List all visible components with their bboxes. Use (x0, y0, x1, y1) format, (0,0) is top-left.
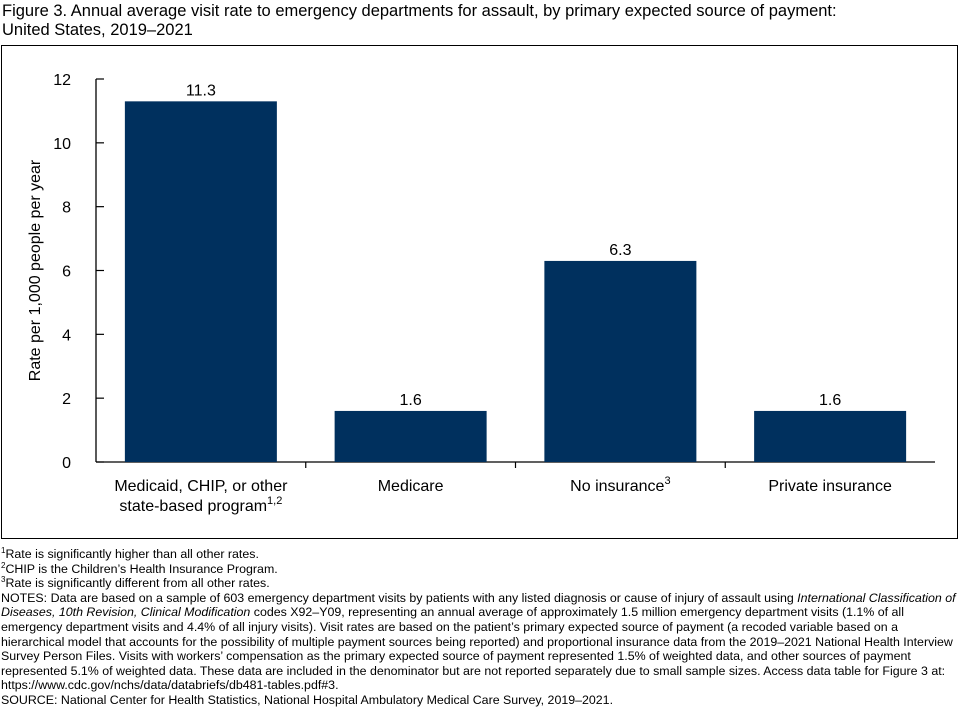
footnote-text: Rate is significantly different from all… (5, 576, 270, 591)
footnote-1: 1Rate is significantly higher than all o… (1, 545, 956, 562)
y-tick-label: 6 (62, 264, 71, 281)
bar (334, 410, 487, 462)
data-label: 11.3 (186, 82, 216, 99)
notes: NOTES: Data are based on a sample of 603… (1, 591, 956, 693)
y-tick-label: 2 (62, 391, 71, 408)
x-tick-label: state-based program1,2 (119, 495, 282, 515)
footnote-2: 2CHIP is the Children’s Health Insurance… (1, 560, 956, 577)
footnote-text: Rate is significantly higher than all ot… (5, 547, 259, 561)
footnotes: 1Rate is significantly higher than all o… (1, 545, 956, 708)
source: SOURCE: National Center for Health Stati… (1, 692, 614, 707)
y-axis-title: Rate per 1,000 people per year (27, 159, 44, 381)
y-tick-label: 12 (53, 72, 71, 89)
x-tick-label: Private insurance (768, 478, 892, 495)
bar (544, 260, 697, 462)
y-tick-label: 8 (62, 200, 71, 217)
data-label: 1.6 (819, 392, 841, 409)
bar-chart: Rate per 1,000 people per year 0 2 4 6 8 10 12… (27, 72, 935, 515)
y-axis-title-group: Rate per 1,000 people per year (27, 159, 44, 381)
y-tick-label: 0 (62, 455, 71, 472)
footnote-3: 3Rate is significantly different from al… (1, 576, 956, 591)
notes-text-part-2: codes X92–Y09, representing an annual av… (1, 605, 953, 693)
footnote-mark: 1 (1, 545, 6, 555)
figure-title-line-2: United States, 2019–2021 (2, 21, 193, 39)
data-label: 6.3 (609, 242, 631, 259)
x-tick-label: Medicare (378, 478, 444, 495)
data-label: 1.6 (400, 392, 422, 409)
footnote-mark: 3 (1, 575, 6, 585)
chart-frame: Rate per 1,000 people per year 0 2 4 6 8 10 12… (1, 45, 958, 539)
notes-classification-title: International Classification of Diseases… (1, 590, 956, 620)
figure-title-line-1: Figure 3. Annual average visit rate to e… (2, 2, 837, 20)
y-tick-label: 10 (53, 136, 71, 153)
x-tick-label: Medicaid, CHIP, or other (114, 478, 288, 495)
bars (124, 101, 907, 462)
bar (754, 410, 907, 462)
bar (124, 101, 277, 462)
y-tick-label: 4 (62, 327, 71, 344)
figure-title: Figure 3. Annual average visit rate to e… (2, 2, 952, 40)
footnote-text: CHIP is the Children’s Health Insurance … (5, 561, 278, 576)
data-labels: 11.3 1.6 6.3 1.6 (186, 82, 841, 409)
x-tick-label: No insurance3 (570, 475, 670, 495)
notes-text-part-1: NOTES: Data are based on a sample of 603… (1, 590, 798, 605)
footnote-mark: 2 (1, 560, 6, 570)
